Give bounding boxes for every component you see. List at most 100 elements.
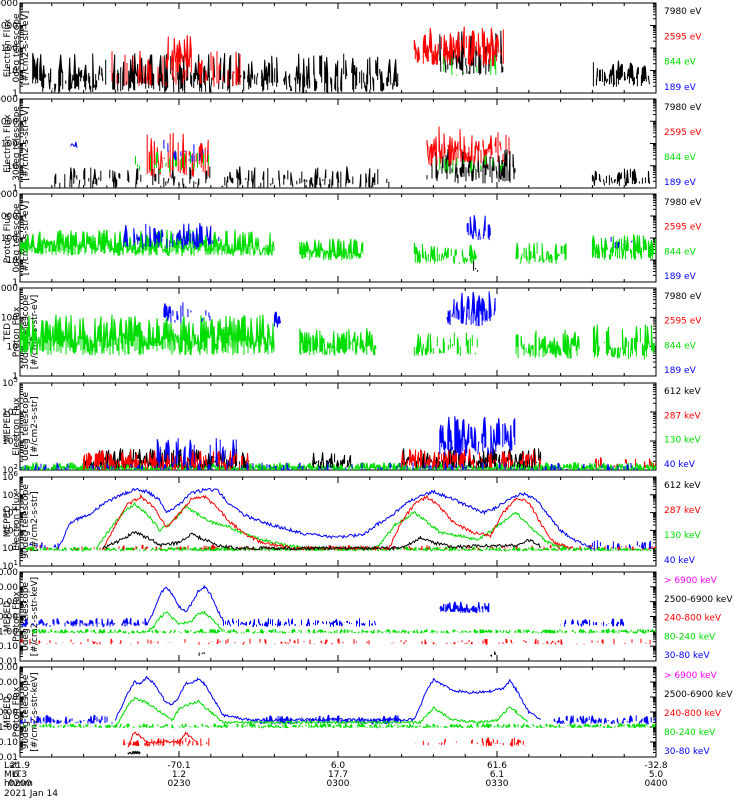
series-blue bbox=[446, 291, 496, 326]
y-tick-label: 1 bbox=[12, 89, 18, 99]
series-green bbox=[413, 242, 477, 265]
data-marks bbox=[20, 416, 656, 470]
series-black bbox=[591, 168, 650, 186]
data-marks bbox=[20, 487, 656, 552]
y-tick-label: 0.01 bbox=[0, 657, 18, 667]
legend-entry: > 6900 keV bbox=[664, 671, 718, 681]
y-tick-label: 0.10 bbox=[0, 738, 18, 748]
legend-entry: 7980 eV bbox=[664, 292, 702, 302]
x-hhmm-label: 0400 bbox=[645, 779, 668, 789]
y-axis-label: Electron Flux0deg telescope[#/cm2-s-str-… bbox=[3, 11, 31, 86]
x-hhmm-label: 0230 bbox=[168, 779, 191, 789]
x-mlt-label: 6.3 bbox=[13, 770, 27, 780]
series-green bbox=[592, 324, 655, 359]
series-black bbox=[592, 60, 650, 87]
legend-entry: 130 keV bbox=[664, 531, 701, 541]
legend-entry: 80-240 keV bbox=[664, 728, 716, 738]
x-hhmm-label: 0300 bbox=[327, 779, 350, 789]
series-red bbox=[401, 448, 542, 469]
series-blue bbox=[21, 617, 148, 628]
series-green bbox=[21, 546, 656, 552]
legend-entry: 287 keV bbox=[664, 506, 701, 516]
series-green bbox=[443, 55, 497, 76]
y-tick-label: 100 bbox=[1, 140, 18, 150]
series-blue bbox=[553, 715, 656, 725]
panel-frame bbox=[19, 571, 657, 662]
y-tick-label: 1 bbox=[12, 372, 18, 382]
series-blue bbox=[70, 141, 78, 148]
series-blue bbox=[163, 139, 209, 162]
legend-entry: 2500-6900 keV bbox=[664, 595, 733, 605]
series-red bbox=[109, 50, 241, 87]
y-axis-label: MEPEDProton Flux0deg telescope[#/cm2-s-s… bbox=[3, 577, 40, 656]
series-blue bbox=[273, 311, 281, 328]
x-hhmm-label: 0330 bbox=[486, 779, 509, 789]
legend-entry: 30-80 keV bbox=[664, 651, 710, 661]
series-blue bbox=[604, 237, 644, 249]
legend-entry: 612 keV bbox=[664, 387, 701, 397]
legend-entry: 189 eV bbox=[664, 83, 697, 93]
legend-entry: 844 eV bbox=[664, 341, 697, 351]
legend-entry: 40 keV bbox=[664, 556, 696, 566]
curve-green bbox=[146, 610, 223, 633]
y-tick-label: 10.00 bbox=[0, 708, 18, 718]
x-lat-label: 6.0 bbox=[331, 761, 346, 771]
series-green bbox=[299, 328, 377, 357]
series-black bbox=[312, 452, 352, 469]
x-lat-label: -70.1 bbox=[167, 761, 190, 771]
series-blue bbox=[156, 438, 237, 468]
series-red bbox=[20, 638, 651, 645]
series-green bbox=[439, 155, 504, 173]
y-axis-label: MEPEDElectron Flux90deg telescope[#/cm2-… bbox=[3, 484, 40, 559]
legend-entry: 189 eV bbox=[664, 272, 697, 282]
legend-entry: 189 eV bbox=[664, 178, 697, 188]
x-lat-label: 61.6 bbox=[487, 761, 507, 771]
series-red bbox=[165, 35, 192, 73]
series-green bbox=[21, 723, 656, 729]
series-red bbox=[414, 737, 526, 747]
series-green bbox=[299, 238, 364, 261]
legend-entry: > 6900 keV bbox=[664, 576, 718, 586]
x-mlt-label: 1.2 bbox=[172, 770, 186, 780]
y-tick-label: 1.00 bbox=[0, 723, 18, 733]
series-blue bbox=[20, 714, 113, 725]
y-tick-label: 0.01 bbox=[0, 753, 18, 763]
y-tick-label: 1 bbox=[12, 184, 18, 194]
curve-black bbox=[102, 530, 541, 552]
series-blue bbox=[123, 223, 220, 250]
legend-entry: 2595 eV bbox=[664, 128, 702, 138]
legend-entry: 612 keV bbox=[664, 481, 701, 491]
y-tick-label: 105 bbox=[2, 376, 18, 389]
y-tick-label: 10 bbox=[7, 256, 19, 266]
data-marks bbox=[20, 675, 656, 755]
x-mlt-label: 6.1 bbox=[490, 770, 504, 780]
y-tick-label: 10 bbox=[7, 162, 19, 172]
legend-entry: 80-240 keV bbox=[664, 632, 716, 642]
legend-entry: 7980 eV bbox=[664, 103, 702, 113]
x-mlt-label: 5.0 bbox=[649, 770, 664, 780]
series-black bbox=[127, 750, 141, 755]
legend-entry: 2595 eV bbox=[664, 317, 702, 327]
data-marks bbox=[20, 291, 655, 359]
data-marks bbox=[54, 126, 650, 188]
x-row-label: hhmm bbox=[4, 779, 33, 789]
x-mlt-label: 17.7 bbox=[328, 770, 348, 780]
legend-entry: 189 eV bbox=[664, 366, 697, 376]
curve-blue bbox=[114, 675, 541, 723]
y-tick-label: 10 bbox=[7, 343, 19, 353]
legend-entry: 844 eV bbox=[664, 247, 697, 257]
series-red bbox=[594, 457, 656, 469]
series-blue bbox=[20, 462, 638, 470]
